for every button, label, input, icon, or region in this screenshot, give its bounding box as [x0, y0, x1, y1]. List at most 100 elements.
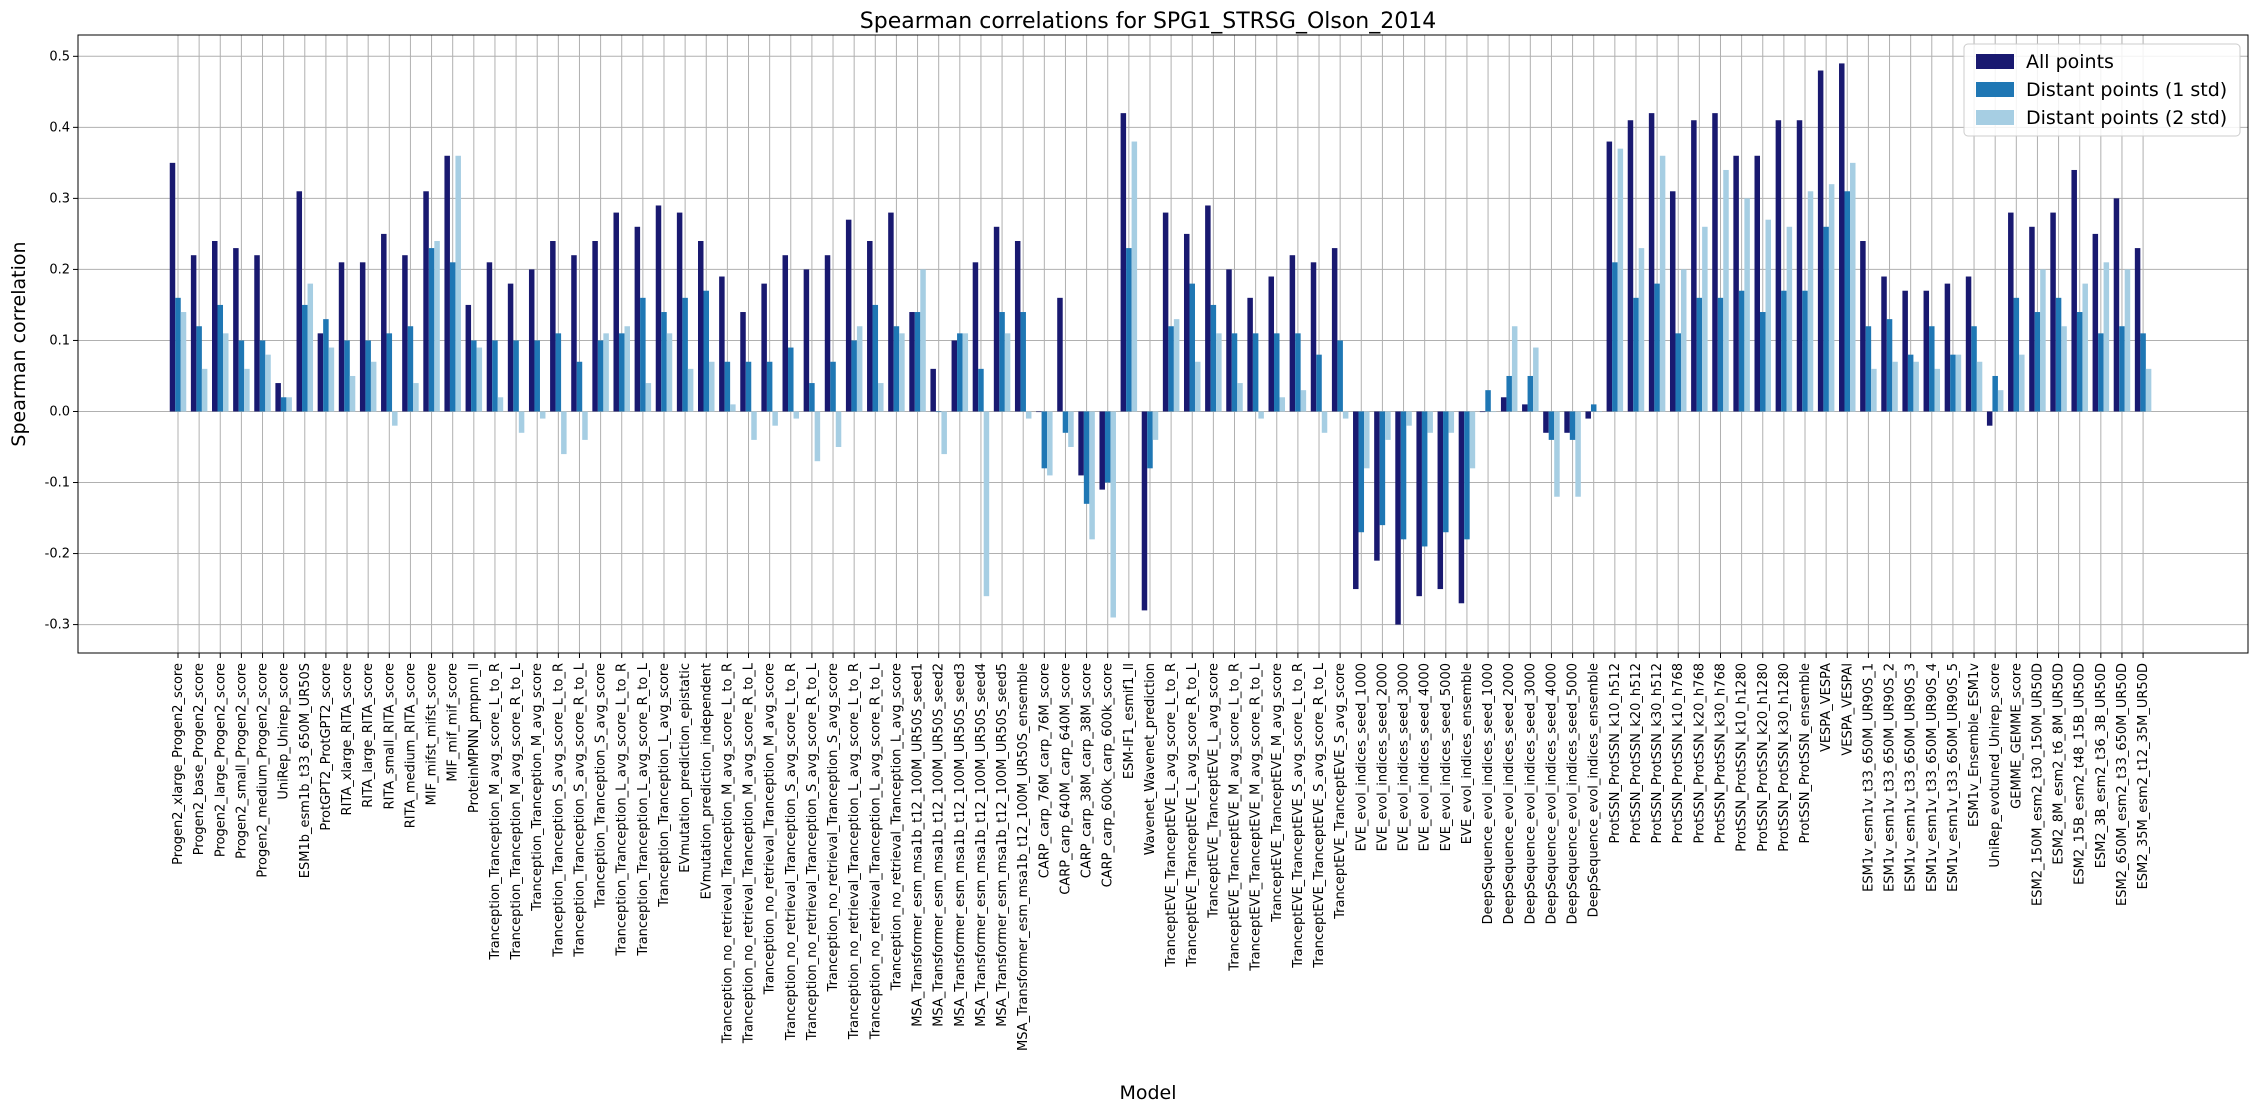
bar-series-1 [1839, 63, 1845, 412]
bar-series-2 [1337, 340, 1343, 412]
bar-series-2 [1464, 411, 1470, 540]
bar-series-2 [1865, 326, 1872, 412]
x-tick-label: EVE_evol_indices_seed_3000 [1397, 663, 1412, 851]
bar-series-2 [1907, 354, 1914, 412]
bar-series-3 [645, 383, 652, 412]
x-tick-label: Tranception_no_retrieval_Tranception_L_a… [889, 663, 904, 991]
x-tick-label: TranceptEVE_TranceptEVE_M_avg_score_R_to… [1249, 662, 1264, 971]
x-tick-label: ESM1v_esm1v_t33_650M_UR90S_2 [1883, 663, 1898, 892]
bar-series-3 [1131, 141, 1138, 412]
bar-series-3 [582, 411, 588, 440]
bar-series-1 [930, 368, 936, 412]
bar-series-1 [972, 262, 979, 412]
x-axis: Progen2_xlarge_Progen2_score Progen2_base… [171, 653, 2151, 1051]
bar-series-1 [1733, 155, 1739, 412]
x-tick-label: CARP_carp_640M_carp_640M_score [1058, 663, 1073, 895]
x-tick-label: TranceptEVE_TranceptEVE_S_avg_score_R_to… [1312, 662, 1327, 968]
bar-series-1 [1691, 120, 1697, 412]
bar-series-3 [286, 397, 292, 412]
x-tick-label: GEMME_GEMME_score [2009, 663, 2024, 809]
bar-series-3 [1025, 411, 1032, 419]
bar-series-3 [1617, 148, 1624, 412]
bar-series-2 [2140, 333, 2146, 412]
bar-series-1 [1099, 411, 1105, 490]
bar-series-3 [1702, 226, 1708, 412]
bar-series-2 [2119, 326, 2125, 412]
bar-series-2 [1675, 333, 1681, 412]
bar-series-1 [1353, 411, 1359, 590]
bar-series-3 [307, 283, 314, 412]
bar-series-2 [978, 368, 984, 412]
bar-series-2 [259, 340, 266, 412]
bar-series-2 [682, 297, 688, 412]
bar-series-2 [1210, 304, 1217, 412]
legend-frame [1963, 43, 2241, 137]
bar-series-2 [1083, 411, 1090, 504]
x-tick-label: ProtGPT2_ProtGPT2_score [319, 663, 334, 831]
bar-series-2 [471, 340, 477, 412]
bar-series-1 [571, 255, 577, 412]
x-tick-label: ProteinMPNN_pmpnn_ll [467, 663, 482, 813]
x-tick-label: ProtSSN_ProtSSN_ensemble [1798, 663, 1813, 843]
x-tick-label: Progen2_large_Progen2_score [213, 663, 228, 857]
bar-series-3 [1342, 411, 1349, 419]
bar-series-1 [1479, 411, 1486, 413]
bar-series-1 [465, 304, 472, 412]
bar-series-3 [413, 383, 419, 412]
legend-label: Distant points (2 std) [2026, 107, 2227, 129]
bar-series-1 [1331, 248, 1338, 412]
legend-swatch [1976, 54, 2014, 69]
bar-series-2 [1443, 411, 1449, 533]
bar-series-3 [899, 333, 905, 412]
bar-series-2 [1760, 312, 1766, 412]
bar-series-2 [449, 262, 456, 412]
bar-series-1 [719, 276, 725, 412]
x-tick-label: ESM2_8M_esm2_t6_8M_UR50D [2052, 663, 2067, 865]
bar-series-1 [2113, 198, 2120, 412]
x-tick-label: DeepSequence_evol_indices_seed_5000 [1566, 663, 1581, 924]
bar-series-2 [2076, 312, 2083, 412]
bar-series-1 [740, 312, 746, 412]
y-tick-label: 0.4 [49, 120, 70, 135]
x-tick-label: Tranception_Tranception_M_avg_score_L_to… [488, 663, 503, 961]
bar-series-3 [1448, 411, 1455, 433]
bar-series-2 [1886, 319, 1893, 412]
bar-series-1 [1712, 113, 1718, 412]
bar-series-1 [909, 312, 915, 412]
bar-series-3 [1173, 319, 1180, 412]
x-tick-label: ESM1v_esm1v_t33_650M_UR90S_5 [1946, 663, 1961, 892]
x-tick-label: Tranception_Tranception_S_avg_score_R_to… [572, 662, 587, 957]
bar-series-1 [655, 205, 662, 412]
bar-series-2 [724, 361, 731, 412]
bar-series-2 [597, 340, 604, 412]
bar-series-3 [1216, 333, 1222, 412]
bar-series-3 [751, 411, 757, 440]
x-tick-label: RITA_small_RITA_score [382, 663, 397, 809]
x-tick-label: DeepSequence_evol_indices_seed_3000 [1523, 663, 1538, 924]
bar-series-3 [1871, 368, 1877, 412]
x-tick-label: ESM-IF1_esmif1_ll [1122, 663, 1137, 779]
legend-label: Distant points (1 std) [2026, 79, 2227, 101]
bar-series-1 [190, 255, 197, 412]
bar-series-2 [428, 248, 435, 412]
bar-series-2 [661, 312, 667, 412]
legend-swatch [1976, 82, 2014, 97]
bar-series-2 [1717, 297, 1724, 412]
x-tick-label: EVE_evol_indices_seed_5000 [1439, 663, 1454, 851]
bar-series-1 [1965, 276, 1972, 412]
bar-series-3 [1934, 368, 1941, 412]
y-axis: -0.3 -0.2 -0.1 0.0 0.1 0.2 0.3 0.4 0.5 [45, 49, 78, 633]
bar-series-3 [1807, 191, 1814, 412]
bar-series-3 [2103, 262, 2110, 412]
bar-series-2 [386, 333, 393, 412]
bar-series-1 [2008, 212, 2014, 412]
y-tick-label: 0.2 [49, 262, 70, 277]
bar-series-1 [867, 241, 873, 412]
bar-series-2 [1400, 411, 1407, 540]
bar-series-2 [957, 333, 963, 412]
bar-series-1 [338, 262, 345, 412]
x-tick-label: EVE_evol_indices_ensemble [1460, 663, 1475, 844]
bar-series-2 [1950, 354, 1956, 412]
y-axis-label: Spearman correlation [8, 241, 30, 446]
x-tick-label: ESM2_650M_esm2_t33_650M_UR50D [2115, 663, 2130, 906]
